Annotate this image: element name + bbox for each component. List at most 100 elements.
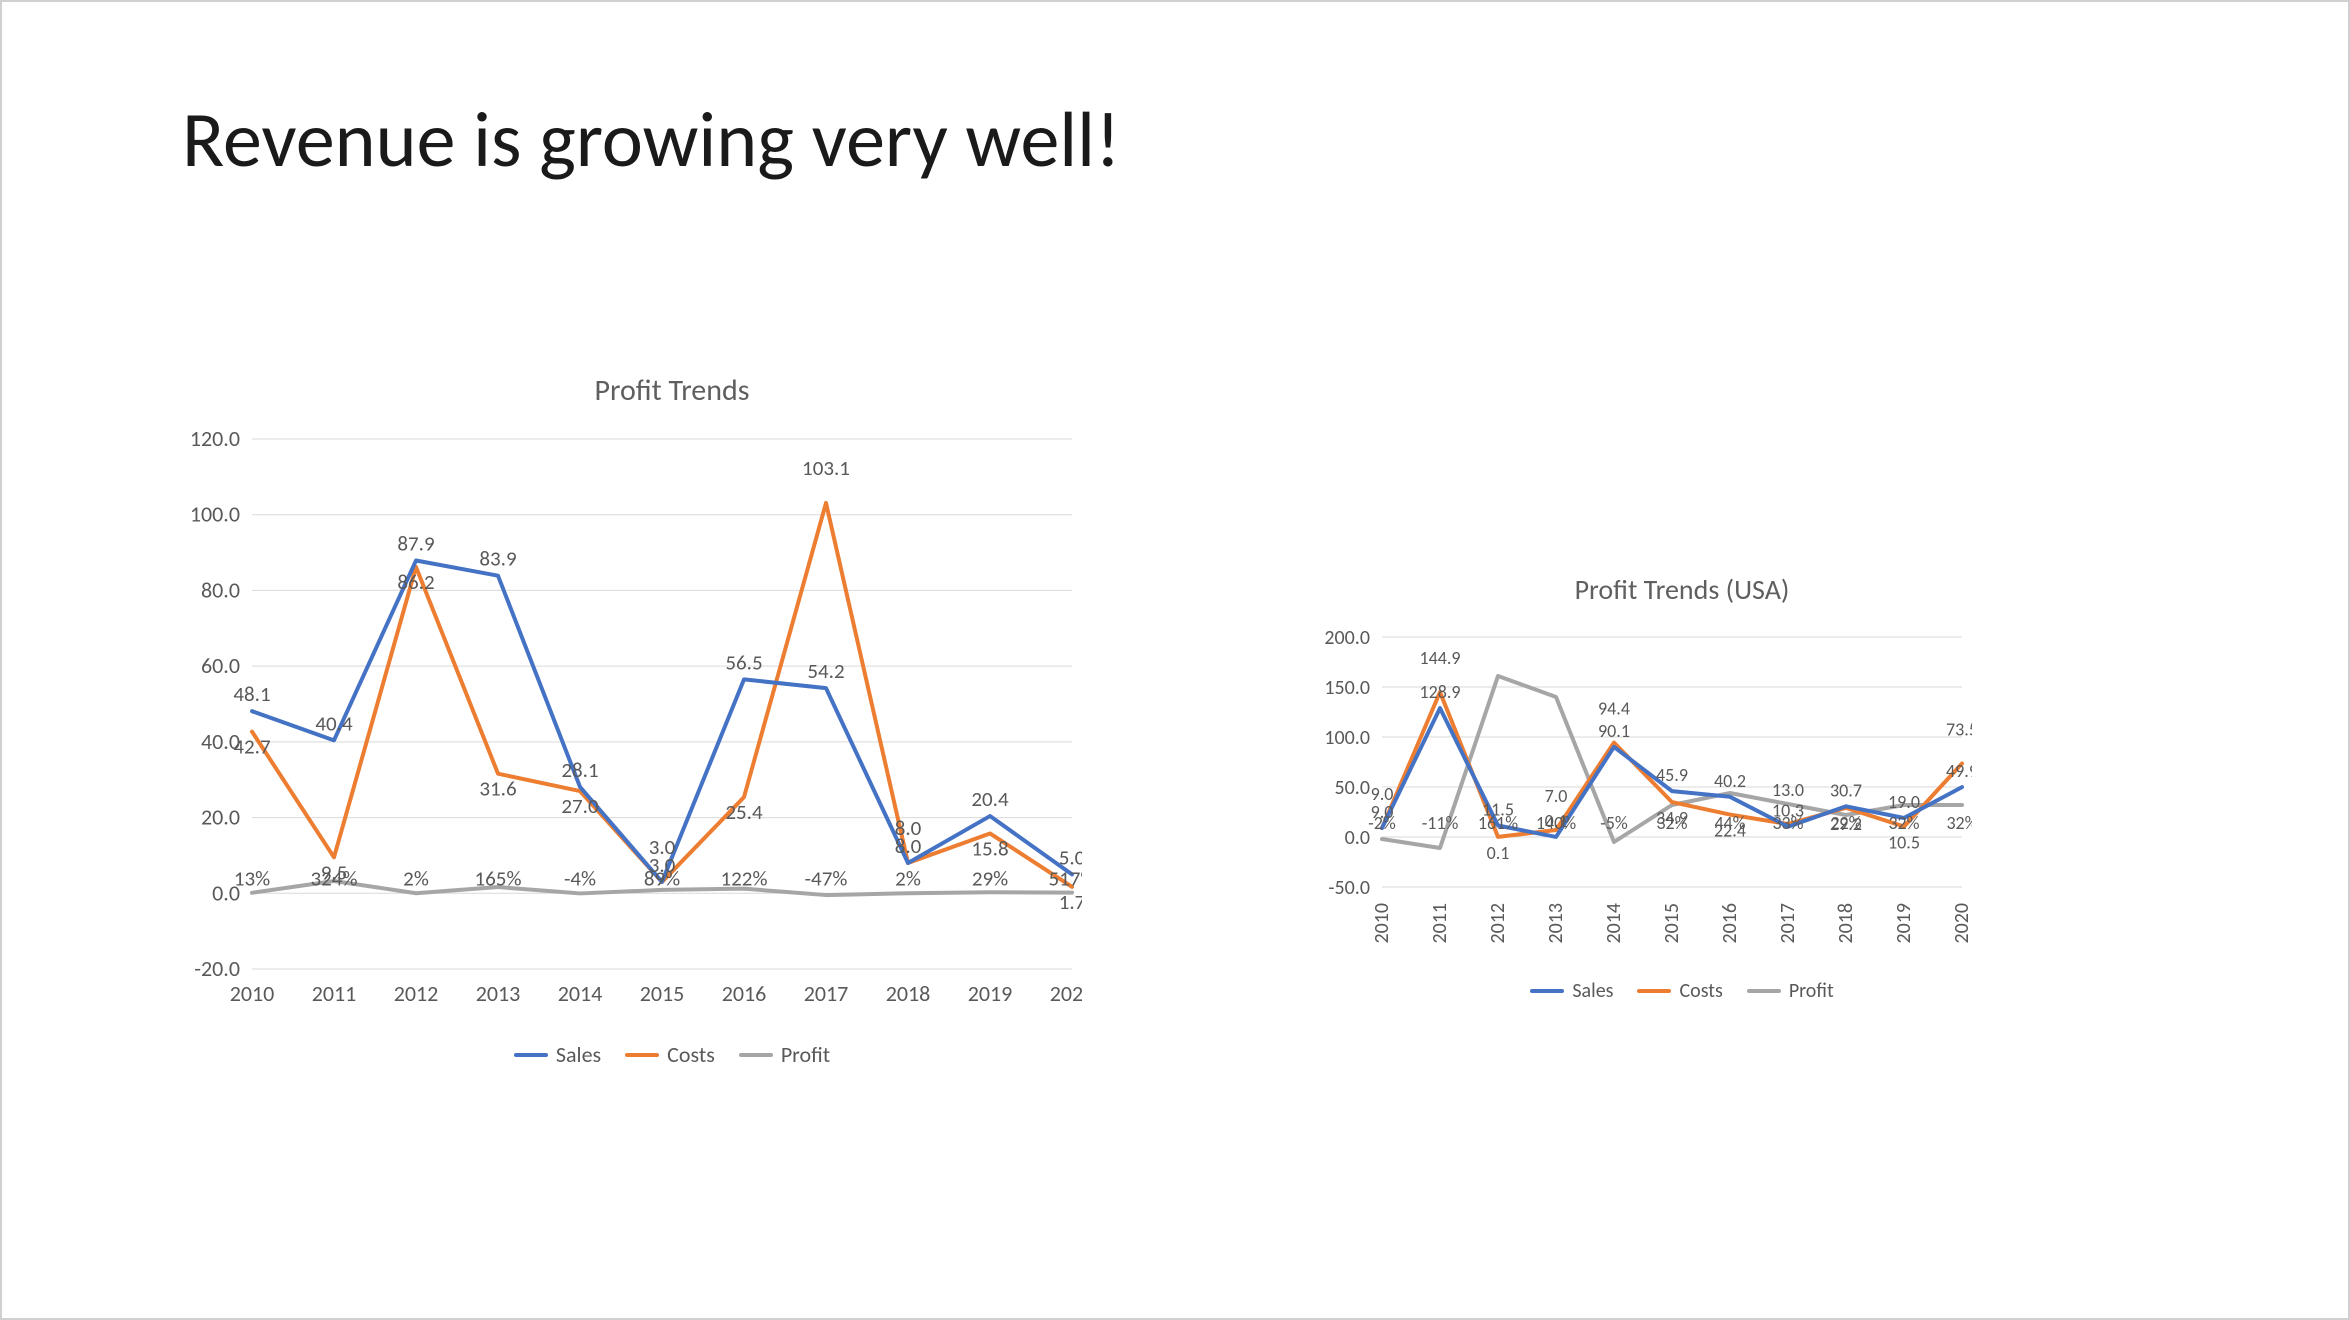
- svg-text:2011: 2011: [1428, 903, 1452, 944]
- svg-text:2020: 2020: [1050, 980, 1082, 1007]
- svg-text:144.9: 144.9: [1419, 647, 1460, 669]
- svg-text:2014: 2014: [558, 980, 603, 1007]
- svg-text:165%: 165%: [475, 865, 522, 891]
- svg-text:22%: 22%: [1830, 812, 1861, 834]
- svg-text:517%: 517%: [1049, 865, 1082, 891]
- svg-text:86.2: 86.2: [397, 569, 434, 595]
- svg-text:32%: 32%: [1946, 812, 1972, 834]
- svg-text:2010: 2010: [1370, 903, 1394, 944]
- legend-swatch-icon: [739, 1053, 773, 1057]
- svg-text:2018: 2018: [886, 980, 931, 1007]
- svg-text:2018: 2018: [1834, 903, 1858, 944]
- svg-text:90.1: 90.1: [1598, 720, 1630, 742]
- svg-text:2%: 2%: [895, 865, 921, 891]
- chart-left-plot: -20.00.020.040.060.080.0100.0120.0201020…: [182, 429, 1082, 1029]
- legend-label: Profit: [1789, 979, 1834, 1003]
- svg-text:73.5: 73.5: [1946, 719, 1972, 741]
- svg-text:19.0: 19.0: [1888, 791, 1920, 813]
- svg-text:27.0: 27.0: [561, 793, 599, 819]
- svg-text:2011: 2011: [312, 980, 357, 1007]
- svg-text:56.5: 56.5: [725, 649, 762, 675]
- svg-text:150.0: 150.0: [1324, 676, 1370, 700]
- svg-text:49.9: 49.9: [1946, 760, 1972, 782]
- svg-text:2013: 2013: [476, 980, 521, 1007]
- svg-text:140%: 140%: [1536, 812, 1576, 834]
- svg-text:-11%: -11%: [1422, 812, 1459, 834]
- chart-right-legend: Sales Costs Profit: [1312, 979, 2052, 1003]
- legend-swatch-icon: [1530, 989, 1564, 993]
- svg-text:-50.0: -50.0: [1328, 876, 1370, 900]
- svg-text:122%: 122%: [721, 865, 768, 891]
- svg-text:0.0: 0.0: [1345, 826, 1370, 850]
- svg-text:87.9: 87.9: [397, 531, 434, 557]
- legend-swatch-icon: [625, 1053, 659, 1057]
- svg-text:161%: 161%: [1478, 812, 1518, 834]
- svg-text:324%: 324%: [311, 865, 358, 891]
- svg-text:2014: 2014: [1602, 903, 1626, 944]
- svg-text:1.7: 1.7: [1059, 889, 1082, 915]
- chart-left-legend: Sales Costs Profit: [182, 1041, 1162, 1068]
- svg-text:13%: 13%: [234, 865, 270, 891]
- svg-text:128.9: 128.9: [1419, 681, 1460, 703]
- svg-text:10.5: 10.5: [1888, 832, 1920, 854]
- svg-text:20.0: 20.0: [201, 804, 240, 831]
- svg-text:100.0: 100.0: [1324, 726, 1370, 750]
- chart-left-title: Profit Trends: [182, 372, 1162, 409]
- svg-text:120.0: 120.0: [190, 429, 240, 452]
- svg-text:2013: 2013: [1544, 903, 1568, 944]
- svg-text:2015: 2015: [640, 980, 685, 1007]
- chart-right-title: Profit Trends (USA): [1312, 572, 2052, 607]
- legend-swatch-icon: [514, 1053, 548, 1057]
- svg-text:25.4: 25.4: [725, 799, 763, 825]
- svg-text:60.0: 60.0: [201, 652, 240, 679]
- legend-item-profit: Profit: [1747, 979, 1834, 1003]
- svg-text:2017: 2017: [804, 980, 849, 1007]
- svg-text:33%: 33%: [1772, 812, 1803, 834]
- svg-text:103.1: 103.1: [802, 455, 850, 481]
- svg-text:-2%: -2%: [1368, 812, 1396, 834]
- svg-text:-47%: -47%: [805, 865, 848, 891]
- svg-text:31.6: 31.6: [479, 776, 516, 802]
- slide: Revenue is growing very well! Profit Tre…: [0, 0, 2350, 1320]
- svg-text:32%: 32%: [1888, 812, 1919, 834]
- svg-text:30.7: 30.7: [1830, 779, 1862, 801]
- svg-text:44%: 44%: [1714, 812, 1745, 834]
- svg-text:-5%: -5%: [1600, 812, 1628, 834]
- svg-text:200.0: 200.0: [1324, 627, 1370, 650]
- svg-text:89%: 89%: [644, 865, 680, 891]
- svg-text:-20.0: -20.0: [194, 955, 240, 982]
- svg-text:2%: 2%: [403, 865, 429, 891]
- svg-text:0.1: 0.1: [1487, 842, 1510, 864]
- svg-text:40.2: 40.2: [1714, 770, 1746, 792]
- slide-title: Revenue is growing very well!: [182, 92, 1120, 187]
- svg-text:2012: 2012: [1486, 903, 1510, 944]
- legend-label: Costs: [1679, 979, 1722, 1003]
- legend-swatch-icon: [1747, 989, 1781, 993]
- svg-text:94.4: 94.4: [1598, 698, 1630, 720]
- chart-profit-trends-usa: Profit Trends (USA) -50.0 0.0 50.0 100.0 150…: [1312, 572, 2052, 1003]
- svg-text:40.4: 40.4: [315, 710, 353, 736]
- svg-text:100.0: 100.0: [190, 501, 240, 528]
- svg-text:28.1: 28.1: [561, 757, 598, 783]
- chart-right-plot: -50.0 0.0 50.0 100.0 150.0 200.0 2010 2011 2012 2…: [1312, 627, 1972, 967]
- svg-text:50.0: 50.0: [1335, 776, 1370, 800]
- svg-text:48.1: 48.1: [233, 681, 270, 707]
- svg-text:54.2: 54.2: [807, 658, 844, 684]
- svg-text:20.4: 20.4: [971, 786, 1009, 812]
- legend-swatch-icon: [1637, 989, 1671, 993]
- legend-label: Sales: [556, 1041, 601, 1068]
- svg-text:9.0: 9.0: [1371, 783, 1394, 805]
- svg-text:2016: 2016: [722, 980, 767, 1007]
- legend-item-costs: Costs: [1637, 979, 1722, 1003]
- svg-text:42.7: 42.7: [233, 734, 270, 760]
- svg-text:3.0: 3.0: [649, 834, 676, 860]
- svg-text:8.0: 8.0: [895, 815, 922, 841]
- legend-item-sales: Sales: [514, 1041, 601, 1068]
- svg-text:-4%: -4%: [564, 865, 596, 891]
- svg-text:2020: 2020: [1950, 903, 1972, 944]
- svg-text:2012: 2012: [394, 980, 439, 1007]
- svg-text:2010: 2010: [230, 980, 275, 1007]
- legend-item-profit: Profit: [739, 1041, 830, 1068]
- svg-text:2017: 2017: [1776, 903, 1800, 944]
- svg-text:13.0: 13.0: [1772, 779, 1804, 801]
